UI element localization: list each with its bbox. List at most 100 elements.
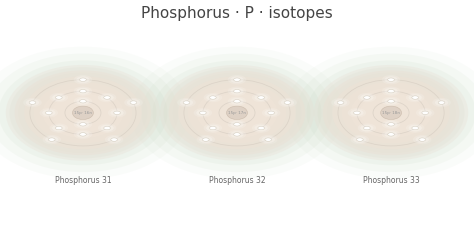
Text: 15p· 16n: 15p· 16n bbox=[74, 111, 92, 115]
Circle shape bbox=[228, 75, 246, 84]
Circle shape bbox=[388, 133, 394, 136]
Ellipse shape bbox=[307, 60, 474, 165]
Ellipse shape bbox=[342, 82, 440, 143]
Ellipse shape bbox=[318, 67, 465, 158]
Ellipse shape bbox=[173, 73, 301, 153]
Circle shape bbox=[265, 138, 272, 141]
Circle shape bbox=[384, 88, 398, 95]
Ellipse shape bbox=[323, 70, 459, 155]
Circle shape bbox=[80, 100, 86, 103]
Circle shape bbox=[268, 111, 274, 114]
Circle shape bbox=[255, 125, 268, 132]
Text: Phosphorus 33: Phosphorus 33 bbox=[363, 176, 419, 185]
Ellipse shape bbox=[24, 76, 142, 149]
Circle shape bbox=[258, 96, 264, 99]
Circle shape bbox=[199, 136, 212, 143]
Circle shape bbox=[284, 101, 291, 104]
Circle shape bbox=[76, 76, 90, 83]
Circle shape bbox=[104, 96, 110, 99]
Circle shape bbox=[419, 138, 426, 141]
Circle shape bbox=[331, 98, 350, 107]
Ellipse shape bbox=[160, 65, 314, 161]
Ellipse shape bbox=[381, 106, 401, 120]
Circle shape bbox=[206, 125, 219, 132]
Circle shape bbox=[382, 120, 401, 129]
Circle shape bbox=[350, 109, 364, 116]
Circle shape bbox=[55, 96, 62, 99]
Ellipse shape bbox=[141, 54, 333, 172]
Ellipse shape bbox=[6, 65, 160, 161]
Circle shape bbox=[114, 111, 120, 114]
Ellipse shape bbox=[18, 73, 147, 153]
Circle shape bbox=[203, 93, 222, 102]
Circle shape bbox=[264, 109, 278, 116]
Circle shape bbox=[76, 131, 90, 138]
Circle shape bbox=[258, 126, 264, 130]
Circle shape bbox=[384, 76, 398, 83]
Ellipse shape bbox=[284, 47, 474, 179]
Ellipse shape bbox=[0, 54, 178, 172]
Circle shape bbox=[278, 98, 297, 107]
Circle shape bbox=[98, 123, 117, 133]
Text: 15p· 17n: 15p· 17n bbox=[228, 111, 246, 115]
Circle shape bbox=[413, 135, 431, 144]
Circle shape bbox=[337, 101, 344, 104]
Circle shape bbox=[200, 111, 206, 114]
Ellipse shape bbox=[52, 94, 114, 132]
Circle shape bbox=[409, 94, 422, 101]
Circle shape bbox=[52, 94, 65, 101]
Circle shape bbox=[183, 101, 190, 104]
Circle shape bbox=[80, 90, 86, 93]
Text: Phosphorus 32: Phosphorus 32 bbox=[209, 176, 265, 185]
Circle shape bbox=[354, 111, 360, 114]
Circle shape bbox=[80, 78, 86, 81]
Circle shape bbox=[281, 99, 294, 106]
Ellipse shape bbox=[314, 65, 468, 161]
Circle shape bbox=[234, 133, 240, 136]
Circle shape bbox=[203, 123, 222, 133]
Circle shape bbox=[234, 100, 240, 103]
Circle shape bbox=[80, 133, 86, 136]
Circle shape bbox=[196, 109, 210, 116]
Ellipse shape bbox=[169, 70, 305, 155]
Circle shape bbox=[262, 136, 275, 143]
Circle shape bbox=[45, 136, 58, 143]
Circle shape bbox=[73, 120, 92, 129]
Circle shape bbox=[412, 126, 419, 130]
Circle shape bbox=[76, 88, 90, 95]
Text: Phosphorus 31: Phosphorus 31 bbox=[55, 176, 111, 185]
Circle shape bbox=[230, 98, 244, 105]
Circle shape bbox=[382, 130, 401, 139]
Ellipse shape bbox=[34, 82, 132, 143]
Ellipse shape bbox=[153, 60, 321, 165]
Circle shape bbox=[130, 101, 137, 104]
Ellipse shape bbox=[15, 70, 151, 155]
Circle shape bbox=[384, 121, 398, 128]
Ellipse shape bbox=[332, 76, 450, 149]
Circle shape bbox=[384, 131, 398, 138]
Text: 15p· 18n: 15p· 18n bbox=[382, 111, 400, 115]
Circle shape bbox=[230, 88, 244, 95]
Circle shape bbox=[409, 125, 422, 132]
Circle shape bbox=[230, 121, 244, 128]
Circle shape bbox=[234, 78, 240, 81]
Circle shape bbox=[419, 109, 432, 116]
Circle shape bbox=[259, 135, 277, 144]
Circle shape bbox=[438, 101, 445, 104]
Circle shape bbox=[228, 96, 246, 106]
Circle shape bbox=[180, 99, 193, 106]
Circle shape bbox=[111, 138, 118, 141]
Circle shape bbox=[334, 99, 347, 106]
Circle shape bbox=[49, 123, 68, 133]
Circle shape bbox=[42, 109, 55, 116]
Circle shape bbox=[364, 126, 370, 130]
Circle shape bbox=[388, 123, 394, 126]
Circle shape bbox=[228, 130, 246, 139]
Circle shape bbox=[197, 135, 215, 144]
Ellipse shape bbox=[43, 88, 123, 138]
Circle shape bbox=[230, 131, 244, 138]
Circle shape bbox=[406, 93, 425, 102]
Ellipse shape bbox=[360, 94, 422, 132]
Circle shape bbox=[356, 138, 363, 141]
Circle shape bbox=[228, 86, 246, 96]
